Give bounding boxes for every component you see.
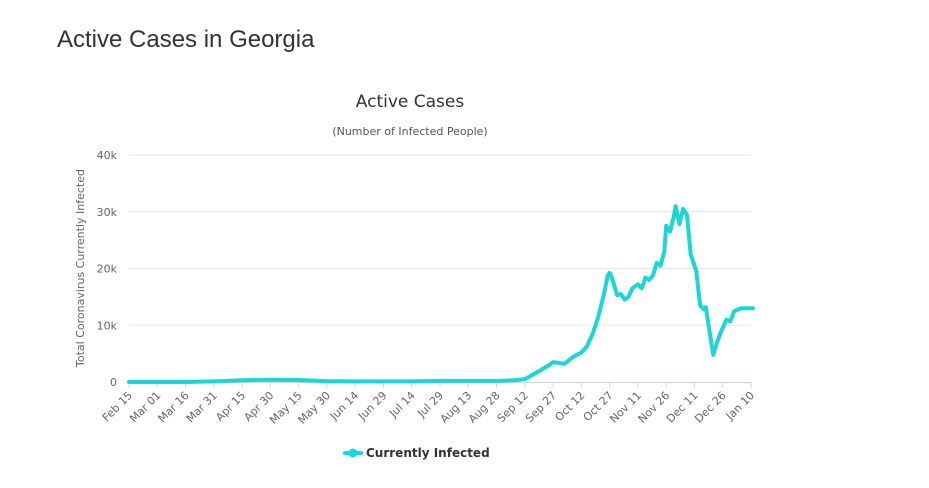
y-tick-label: 30k [97, 206, 118, 219]
x-tick-label: Jan 10 [723, 389, 757, 423]
x-tick-label: Jun 29 [355, 389, 389, 423]
page-heading: Active Cases in Georgia [57, 26, 315, 53]
y-tick-label: 0 [110, 376, 117, 389]
chart-title: Active Cases [356, 92, 465, 112]
x-tick-label: Apr 15 [213, 389, 248, 424]
y-tick-label: 40k [97, 149, 118, 162]
y-axis-label: Total Coronavirus Currently Infected [74, 169, 87, 368]
x-tick-label: Oct 12 [552, 389, 587, 424]
y-tick-label: 20k [97, 263, 118, 276]
y-tick-label: 10k [97, 319, 118, 332]
legend[interactable]: Currently Infected [343, 446, 490, 460]
x-tick-label: Jul 14 [386, 389, 418, 421]
series-group [127, 204, 755, 384]
x-tick-label: Mar 31 [184, 389, 220, 425]
grid-lines [129, 154, 751, 326]
x-tick-label: Sep 27 [523, 389, 559, 425]
chart-subtitle: (Number of Infected People) [332, 125, 487, 138]
x-tick-label: Aug 28 [466, 389, 503, 426]
x-tick-label: Dec 26 [692, 389, 729, 426]
series-line-currently-infected [127, 204, 755, 384]
legend-marker [348, 448, 358, 458]
legend-label: Currently Infected [366, 446, 490, 460]
y-axis: 0 10k 20k 30k 40k [97, 149, 118, 389]
x-tick-label: Jun 14 [327, 389, 361, 423]
